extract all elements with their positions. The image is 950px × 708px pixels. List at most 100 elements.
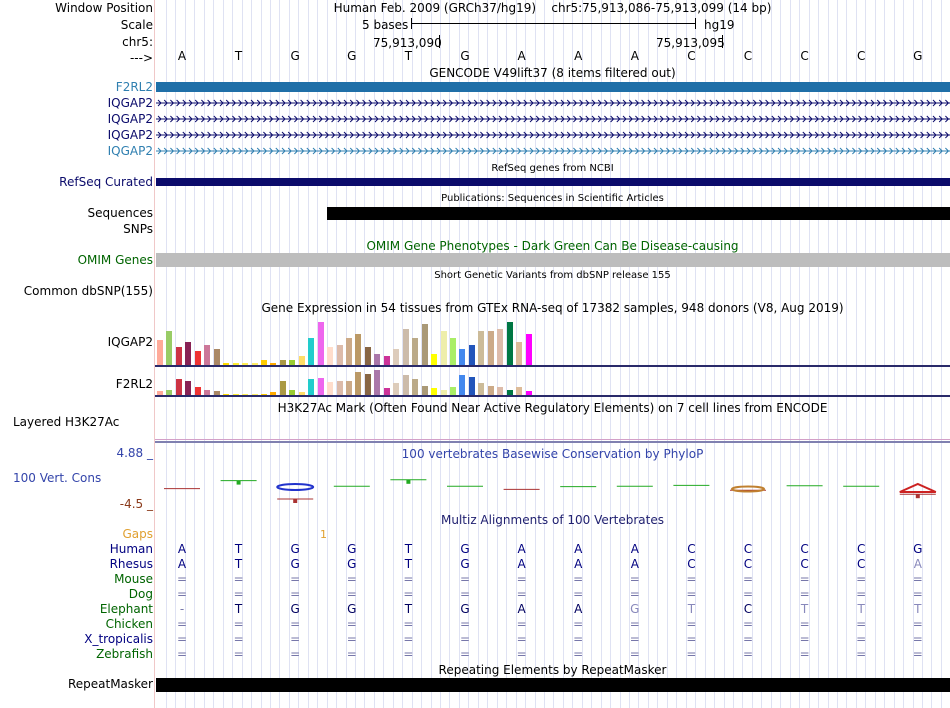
gtex-tissue-bar[interactable] xyxy=(279,381,286,395)
gtex-tissue-bar[interactable] xyxy=(194,387,201,395)
gtex-tissue-bar[interactable] xyxy=(232,394,239,395)
gtex-tissue-bar[interactable] xyxy=(478,331,485,365)
gtex-gene1-chart[interactable] xyxy=(155,318,950,365)
gtex-tissue-bar[interactable] xyxy=(497,387,504,395)
gtex-tissue-bar[interactable] xyxy=(298,392,305,395)
gtex-tissue-bar[interactable] xyxy=(308,379,315,395)
gtex-tissue-bar[interactable] xyxy=(440,331,447,365)
gtex-tissue-bar[interactable] xyxy=(346,381,352,395)
gtex-tissue-bar[interactable] xyxy=(374,354,381,365)
gene-feature-iqgap2[interactable] xyxy=(155,112,950,126)
gtex-tissue-bar[interactable] xyxy=(506,390,513,395)
repeatmasker-track-label[interactable]: RepeatMasker xyxy=(67,677,153,691)
gtex-tissue-bar[interactable] xyxy=(213,349,220,365)
gtex-tissue-bar[interactable] xyxy=(506,322,513,365)
gtex-tissue-bar[interactable] xyxy=(421,386,428,395)
gtex-tissue-bar[interactable] xyxy=(185,342,192,365)
gtex-tissue-bar[interactable] xyxy=(487,331,494,365)
gtex-tissue-bar[interactable] xyxy=(175,379,182,395)
publications-sequences-label[interactable]: Sequences xyxy=(87,206,153,220)
gtex-tissue-bar[interactable] xyxy=(308,338,315,365)
gtex-tissue-bar[interactable] xyxy=(459,375,466,395)
gtex-tissue-bar[interactable] xyxy=(516,342,523,365)
gtex-tissue-bar[interactable] xyxy=(327,382,334,395)
phylop-glyphs[interactable] xyxy=(155,462,950,512)
gtex-tissue-bar[interactable] xyxy=(157,340,163,365)
gtex-tissue-bar[interactable] xyxy=(449,387,456,395)
gtex-tissue-bar[interactable] xyxy=(194,351,201,365)
gtex-tissue-bar[interactable] xyxy=(204,390,211,395)
gtex-tissue-bar[interactable] xyxy=(468,345,475,365)
gtex-tissue-bar[interactable] xyxy=(364,347,371,365)
gtex-tissue-bar[interactable] xyxy=(232,363,239,365)
gtex-tissue-bar[interactable] xyxy=(459,349,466,365)
gtex-gene2-chart[interactable] xyxy=(155,367,950,395)
gene-feature-iqgap2[interactable] xyxy=(155,96,950,110)
gencode-item-label[interactable]: IQGAP2 xyxy=(107,128,153,142)
omim-track-label[interactable]: OMIM Genes xyxy=(77,253,153,267)
gtex-tissue-bar[interactable] xyxy=(327,347,334,365)
gtex-tissue-bar[interactable] xyxy=(383,388,390,395)
gtex-tissue-bar[interactable] xyxy=(402,329,409,365)
omim-gene-feature[interactable] xyxy=(156,253,950,267)
refseq-gene-feature[interactable] xyxy=(156,178,950,186)
gtex-gene1-label[interactable]: IQGAP2 xyxy=(107,335,153,349)
gtex-tissue-bar[interactable] xyxy=(223,363,230,365)
gtex-tissue-bar[interactable] xyxy=(468,377,475,395)
gtex-tissue-bar[interactable] xyxy=(251,363,258,365)
gtex-tissue-bar[interactable] xyxy=(289,390,296,395)
phylop-track-label[interactable]: 100 Vert. Cons xyxy=(13,471,102,485)
gtex-tissue-bar[interactable] xyxy=(431,354,438,365)
gtex-tissue-bar[interactable] xyxy=(336,345,343,365)
gtex-tissue-bar[interactable] xyxy=(478,383,485,395)
species-label[interactable]: Human xyxy=(109,542,153,556)
gtex-tissue-bar[interactable] xyxy=(525,391,532,395)
gtex-tissue-bar[interactable] xyxy=(364,374,371,395)
species-label[interactable]: Rhesus xyxy=(109,557,153,571)
gene-feature-iqgap2[interactable] xyxy=(155,144,950,158)
track-view[interactable]: Human Feb. 2009 (GRCh37/hg19) chr5:75,91… xyxy=(155,0,950,708)
position-range[interactable]: chr5:75,913,086-75,913,099 (14 bp) xyxy=(551,1,772,15)
gtex-tissue-bar[interactable] xyxy=(402,375,409,395)
gencode-item-label[interactable]: F2RL2 xyxy=(115,80,153,94)
gtex-tissue-bar[interactable] xyxy=(251,394,258,395)
gtex-tissue-bar[interactable] xyxy=(487,386,494,395)
species-label[interactable]: Elephant xyxy=(99,602,153,616)
gtex-tissue-bar[interactable] xyxy=(242,394,249,395)
gtex-tissue-bar[interactable] xyxy=(516,387,523,395)
gencode-item-label[interactable]: IQGAP2 xyxy=(107,112,153,126)
gtex-tissue-bar[interactable] xyxy=(525,334,532,365)
h3k27ac-signal[interactable] xyxy=(155,441,950,443)
gencode-item-label[interactable]: IQGAP2 xyxy=(107,144,153,158)
gtex-tissue-bar[interactable] xyxy=(204,345,211,365)
gtex-tissue-bar[interactable] xyxy=(317,322,324,365)
gtex-tissue-bar[interactable] xyxy=(383,356,390,365)
dbsnp-track-label[interactable]: Common dbSNP(155) xyxy=(23,284,153,298)
h3k27ac-signal[interactable] xyxy=(155,439,950,440)
gtex-tissue-bar[interactable] xyxy=(166,390,173,395)
gtex-tissue-bar[interactable] xyxy=(355,334,362,365)
gtex-tissue-bar[interactable] xyxy=(242,363,249,365)
gtex-tissue-bar[interactable] xyxy=(421,324,428,365)
h3k27ac-track-label[interactable]: Layered H3K27Ac xyxy=(13,415,120,429)
gene-feature-f2rl2[interactable] xyxy=(156,82,950,92)
gtex-tissue-bar[interactable] xyxy=(166,331,173,365)
gtex-tissue-bar[interactable] xyxy=(346,338,352,365)
species-label[interactable]: X_tropicalis xyxy=(84,632,153,646)
gtex-tissue-bar[interactable] xyxy=(393,349,400,365)
gtex-tissue-bar[interactable] xyxy=(440,390,447,395)
gtex-tissue-bar[interactable] xyxy=(185,381,192,395)
gtex-tissue-bar[interactable] xyxy=(260,360,267,365)
gene-feature-iqgap2[interactable] xyxy=(155,128,950,142)
gtex-gene2-label[interactable]: F2RL2 xyxy=(115,377,153,391)
phylop-chart[interactable] xyxy=(155,462,950,512)
gtex-tissue-bar[interactable] xyxy=(317,378,324,395)
repeatmasker-feature[interactable] xyxy=(156,678,950,692)
gtex-tissue-bar[interactable] xyxy=(412,338,419,365)
gtex-tissue-bar[interactable] xyxy=(298,356,305,365)
gtex-tissue-bar[interactable] xyxy=(374,370,381,395)
gtex-tissue-bar[interactable] xyxy=(449,338,456,365)
gtex-tissue-bar[interactable] xyxy=(157,391,163,395)
gtex-tissue-bar[interactable] xyxy=(223,394,230,395)
gtex-tissue-bar[interactable] xyxy=(270,363,277,365)
